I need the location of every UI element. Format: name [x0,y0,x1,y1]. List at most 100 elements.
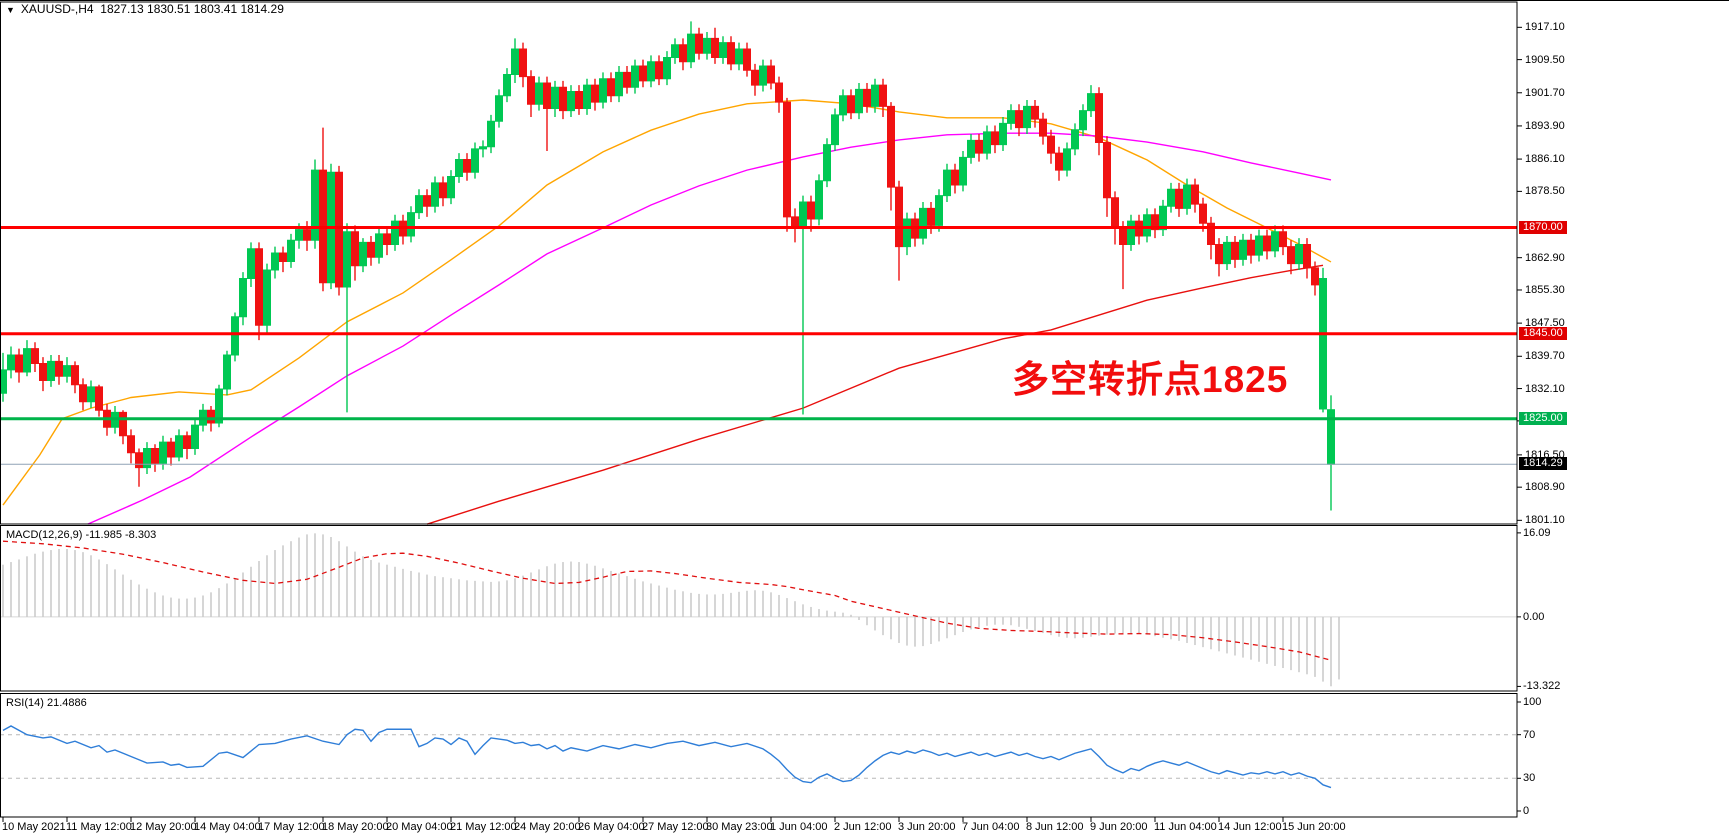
candle-body [15,354,23,373]
candle-body [759,65,767,86]
candle-body [359,241,367,267]
main-panel-border [0,1,1518,525]
candle-body [1183,184,1191,209]
candle-body [239,278,247,318]
candle-body [671,44,679,58]
rsi-tick-label: 70 [1523,728,1536,741]
candle-body [1319,278,1327,410]
candle-body [639,65,647,82]
candle-body [775,82,783,103]
candle-body [47,360,55,381]
price-tick-label: 1886.10 [1525,153,1565,166]
candle-body [55,360,63,377]
candle-body [95,386,103,411]
macd-signal-line [2,540,1332,661]
candle-body [735,48,743,65]
candle-body [599,78,607,103]
candle-body [767,65,775,84]
candle-body [503,74,511,97]
rsi-tick-label: 30 [1523,772,1536,785]
symbol-header: ▼ XAUUSD-,H4 1827.13 1830.51 1803.41 1814… [6,2,284,16]
price-tick-label: 1917.10 [1525,21,1565,34]
candle-body [1015,110,1023,129]
candle-body [1279,231,1287,248]
candle-body [167,441,175,458]
candle-body [751,69,759,86]
candle-body [439,182,447,199]
candle-body [1071,129,1079,150]
time-tick-label: 14 May 04:00 [194,821,261,833]
candle-body [31,348,39,364]
candle-body [535,82,543,105]
candle-body [991,131,999,146]
candle-body [887,105,895,188]
candle-body [863,88,871,107]
candle-body [343,231,351,288]
candle-body [1039,118,1047,137]
candle-body [1127,220,1135,245]
candle-body [295,229,303,241]
level-price-badge: 1825.00 [1519,411,1567,425]
candle-body [383,233,391,245]
candle-body [607,78,615,97]
ohlc-close: 1814.29 [240,2,284,16]
candle-body [895,186,903,248]
price-tick-label: 1832.10 [1525,382,1565,395]
candle-body [1055,152,1063,171]
rsi-line [2,725,1332,789]
symbol-period-label: XAUUSD-,H4 [20,2,94,16]
panel-borders [0,0,1729,818]
price-tick-label: 1862.90 [1525,251,1565,264]
candle-body [743,48,751,71]
candle-body [823,144,831,182]
candle-body [511,48,519,75]
candle-body [495,95,503,122]
candle-body [847,95,855,114]
candle-body [1159,205,1167,231]
candle-body [175,435,183,458]
time-tick-label: 27 May 12:00 [642,821,709,833]
time-tick-label: 10 May 2021 [2,821,66,833]
candle-body [871,84,879,107]
candle-body [1007,110,1015,124]
candle-body [1231,241,1239,260]
candle-body [1023,105,1031,129]
candle-body [407,212,415,237]
candle-body [975,139,983,154]
candle-body [23,348,31,373]
candle-body [183,435,191,449]
collapse-chart-icon[interactable]: ▼ [6,5,15,15]
candle-body [487,120,495,148]
candle-body [879,84,887,107]
candle-body [1223,241,1231,265]
candle-body [455,159,463,177]
candle-body [559,86,567,112]
ohlc-open: 1827.13 [100,2,144,16]
candle-body [151,448,159,464]
candle-body [1119,227,1127,245]
candle-body [1103,142,1111,199]
candle-body [215,388,223,424]
candle-body [727,42,735,65]
time-tick-label: 24 May 20:00 [514,821,581,833]
candle-body [311,169,319,241]
candle-body [79,384,87,403]
candle-body [1215,244,1223,265]
candle-body [255,248,263,326]
annotation-text[interactable]: 多空转折点1825 [1012,359,1289,400]
candle-body [231,316,239,356]
candle-body [1143,214,1151,237]
candle-body [999,122,1007,146]
price-tick-label: 1901.70 [1525,86,1565,99]
candle-body [687,33,695,63]
price-tick-label: 1801.10 [1525,514,1565,527]
candle-body [1263,235,1271,252]
time-tick-label: 15 Jun 20:00 [1282,821,1346,833]
candle-body [447,176,455,199]
horizontal-lines-layer[interactable] [0,226,1517,465]
candle-body [783,101,791,218]
ma-mid-magenta [87,132,1332,525]
time-scale[interactable] [2,817,1284,822]
